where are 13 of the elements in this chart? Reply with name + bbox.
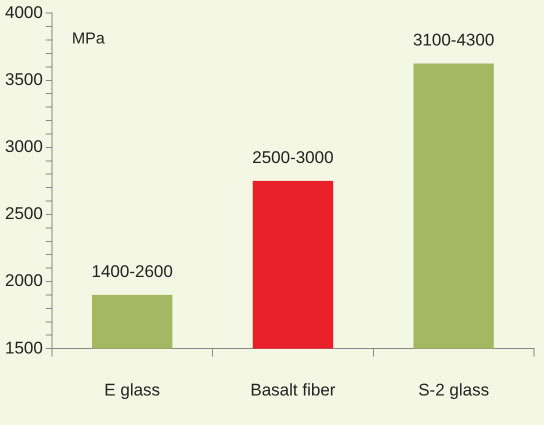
- x-tick-label: E glass: [104, 380, 160, 400]
- y-tick-label: 1500: [4, 338, 43, 358]
- data-label: 2500-3000: [252, 148, 334, 168]
- y-tick-label: 3000: [4, 137, 43, 156]
- y-tick-label: 3500: [4, 70, 43, 89]
- y-tick-label: 2000: [4, 271, 43, 290]
- data-label: 3100-4300: [412, 30, 494, 50]
- y-tick-label: 2500: [4, 204, 43, 224]
- data-label: 1400-2600: [92, 262, 173, 282]
- y-tick-label: 4000: [4, 2, 43, 22]
- y-axis-title: MPa: [72, 30, 105, 48]
- x-tick-label: Basalt fiber: [250, 380, 336, 400]
- x-tick-label: S-2 glass: [418, 380, 490, 400]
